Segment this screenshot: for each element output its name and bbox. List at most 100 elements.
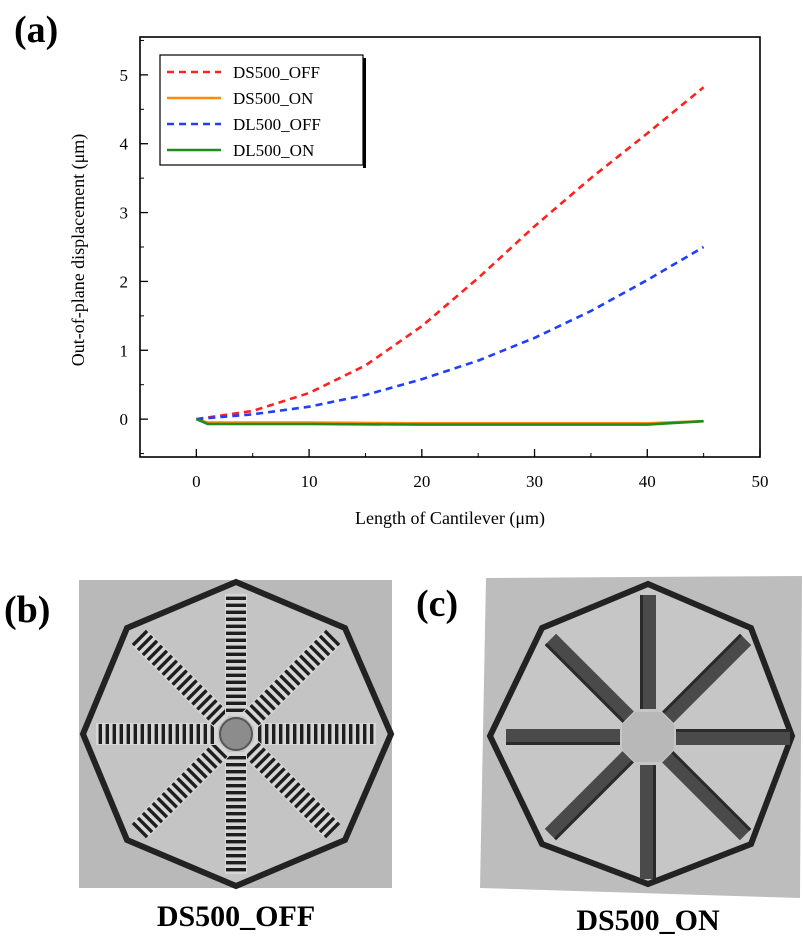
spoke-b-fringe [226,805,246,809]
spoke-b-fringe [226,631,246,635]
spoke-b-fringe [210,724,214,744]
spoke-b-fringe [146,806,164,824]
spoke-b-fringe [314,724,318,744]
spoke-b-fringe [286,724,290,744]
spoke-c-body [662,751,752,841]
spoke-b-fringe [226,624,246,628]
spoke-c [640,765,656,879]
spoke-b-fringe [226,791,246,795]
spoke-b-body [132,738,232,838]
spoke-b-fringe [226,868,246,872]
spoke-b-fringe [335,724,339,744]
spoke-c-edge [544,642,625,723]
spoke-b-fringe [226,847,246,851]
spoke-b-fringe [226,777,246,781]
spoke-b-fringe [186,767,203,784]
spoke-c [544,751,634,841]
spoke-b-fringe [313,639,331,657]
spoke-b-fringe [176,777,193,794]
x-tick-label: 30 [526,472,543,491]
spoke-b [131,738,232,839]
legend-label-dl500-on: DL500_ON [233,141,314,160]
spoke-b-fringe [321,724,325,744]
spoke-b-fringe [112,724,116,744]
spoke-b-fringe [210,708,228,726]
spoke-b-fringe [182,724,186,744]
spoke-b [131,629,232,730]
spoke-b-fringe [279,777,296,794]
y-tick-label: 0 [120,410,129,429]
spoke-b-fringe [226,708,246,712]
y-tick-label: 3 [120,204,129,223]
spoke-b-fringe [186,684,203,701]
legend-shadow [363,58,366,168]
spoke-b-fringe [284,782,301,799]
spoke-c [506,729,620,745]
spoke-b-fringe [259,757,276,774]
spoke-b-fringe [171,782,188,799]
spoke-b-fringe [146,644,164,662]
spoke-b-fringe [203,724,207,744]
spoke-b-fringe [226,603,246,607]
spoke-b-fringe [136,634,154,652]
spoke-b-fringe [181,772,198,789]
spoke-b-fringe [226,833,246,837]
spoke-b-fringe [181,679,198,696]
series-line-ds500-on [196,417,704,425]
spoke-b-fringe [226,666,246,670]
panel-b-label: (b) [4,589,50,631]
spoke-b-fringe [133,724,137,744]
spoke-b-fringe [289,787,306,804]
spoke-c [544,633,634,723]
micrograph-b [79,578,395,890]
spoke-c [676,729,790,745]
hub-c [622,712,674,762]
spoke-b-fringe [105,724,109,744]
spoke-b-fringe [274,772,291,789]
micrograph-c [480,576,802,898]
spoke-b-fringe [307,724,311,744]
spoke-b-fringe [226,861,246,865]
spoke-b-fringe [206,704,223,721]
spoke-c [662,633,752,723]
spoke-b-fringe [244,742,262,760]
x-tick-label: 10 [301,472,318,491]
spoke-b-fringe [264,762,281,779]
spoke-b-fringe [161,659,179,677]
axis-ticks: 0 10 20 30 40 50 0 1 2 3 4 5 [120,39,769,491]
spoke-b-fringe [98,724,102,744]
spoke-b-fringe [308,644,326,662]
spoke-b-fringe [206,747,223,764]
spoke-b-fringe [226,756,246,760]
spoke-b-fringe [166,664,183,681]
spoke-b-fringe [272,724,276,744]
spokes-b [96,594,376,874]
spoke-b-fringe [293,724,297,744]
spoke-b-fringe [284,669,301,686]
spoke-b-fringe [151,801,169,819]
y-tick-label: 1 [120,341,129,360]
legend-label-dl500-off: DL500_OFF [233,115,321,134]
x-tick-label: 20 [413,472,430,491]
spoke-b-fringe [168,724,172,744]
spoke-b-fringe [226,638,246,642]
spoke-b-fringe [269,684,286,701]
spoke-c-edge [662,633,743,714]
spoke-b-fringe [226,819,246,823]
x-tick-label: 0 [192,472,201,491]
spoke-b-fringe [226,617,246,621]
spoke-b [225,752,247,874]
series-layer [195,86,705,426]
spoke-b-fringe [226,812,246,816]
y-tick-label: 4 [120,135,129,154]
x-tick-label: 50 [752,472,769,491]
spoke-b-fringe [289,664,306,681]
x-axis-label: Length of Cantilever (μm) [355,508,545,529]
spoke-b [240,738,341,839]
spoke-b-fringe [226,680,246,684]
spoke-b-fringe [226,770,246,774]
spoke-c-body [640,595,656,709]
spoke-b-fringe [226,798,246,802]
spoke-b-fringe [147,724,151,744]
spoke-b-fringe [318,634,336,652]
